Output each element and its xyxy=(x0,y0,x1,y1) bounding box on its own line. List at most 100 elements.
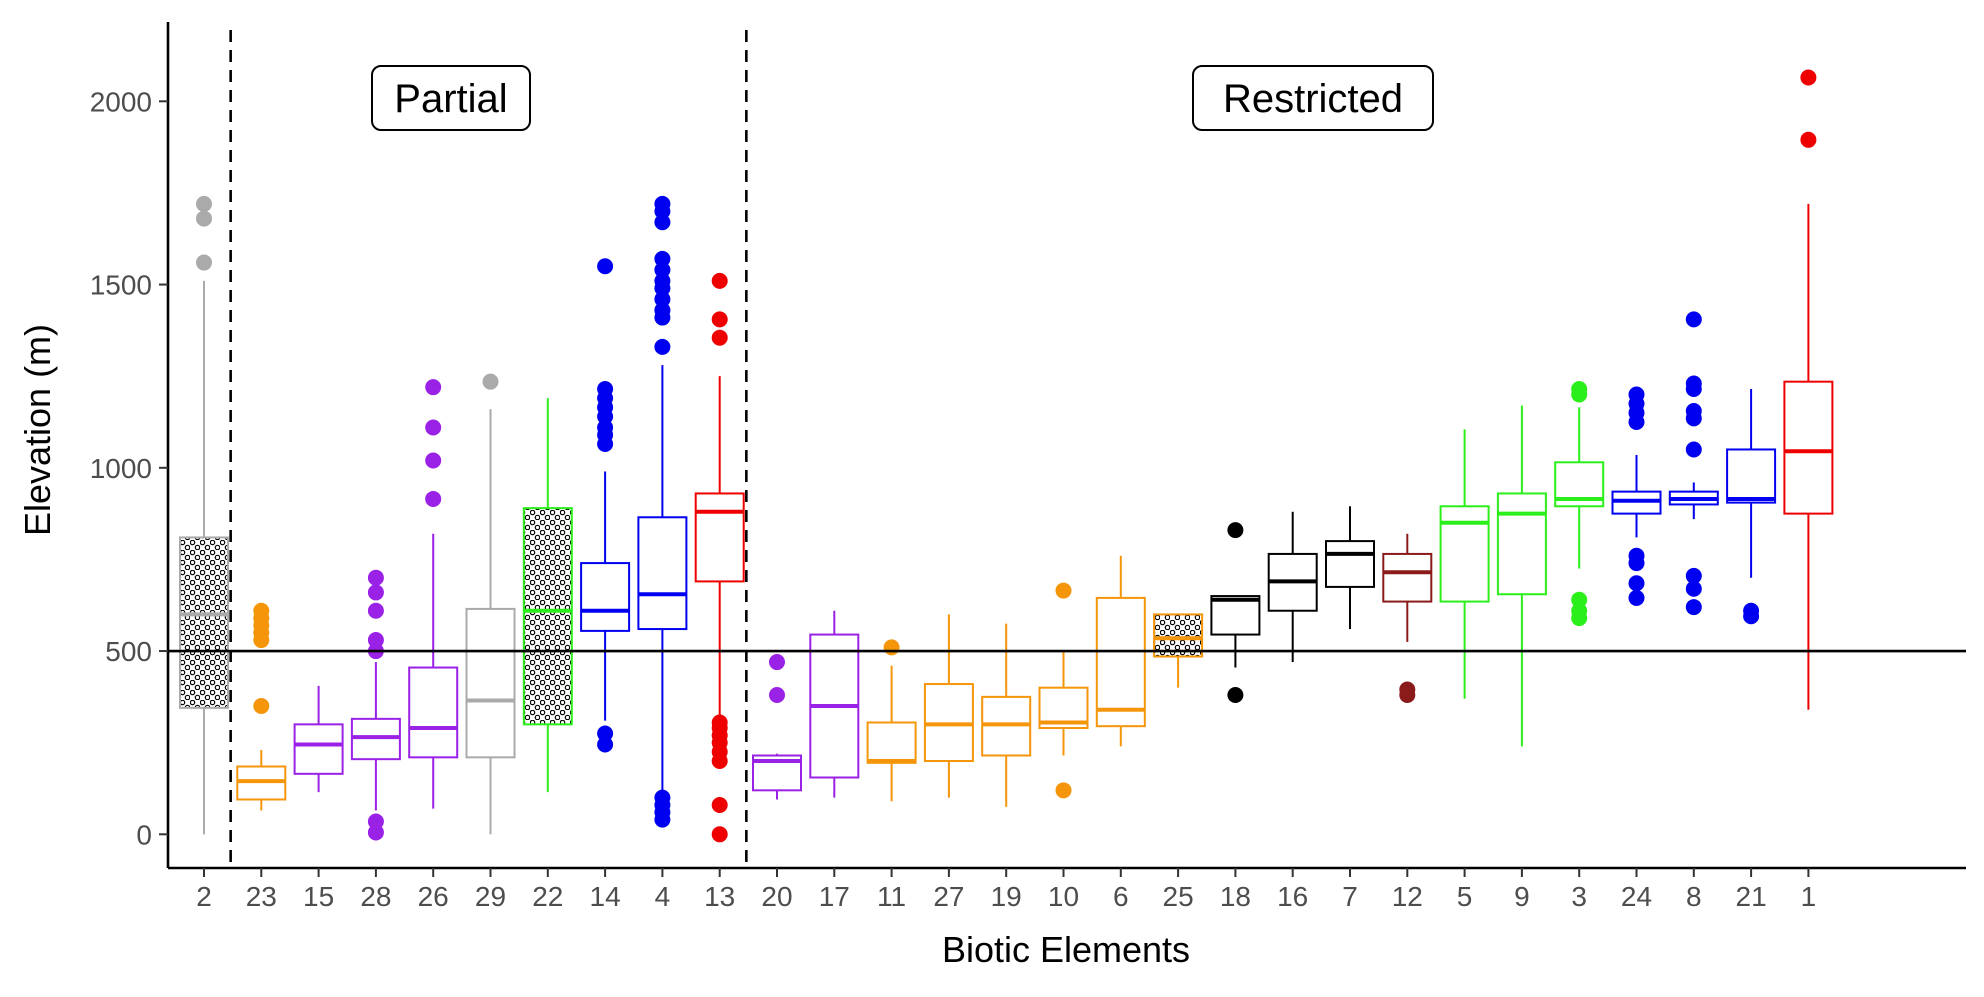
box-5 xyxy=(1439,429,1490,699)
outlier-28-6 xyxy=(367,569,384,586)
reference-layer xyxy=(168,30,1966,868)
x-tick-label-22: 22 xyxy=(532,881,563,912)
x-tick-label-19: 19 xyxy=(991,881,1022,912)
x-tick-label-8: 8 xyxy=(1686,881,1702,912)
x-tick-label-6: 6 xyxy=(1113,881,1129,912)
x-tick-label-24: 24 xyxy=(1621,881,1652,912)
x-tick-label-16: 16 xyxy=(1277,881,1308,912)
box-18 xyxy=(1210,522,1261,704)
outlier-24-3 xyxy=(1628,547,1645,564)
box-body-6 xyxy=(1095,596,1146,728)
box-22 xyxy=(522,398,573,793)
box-7 xyxy=(1325,506,1375,630)
outlier-3-1 xyxy=(1571,602,1588,619)
box-body-15 xyxy=(293,723,344,775)
box-2 xyxy=(179,195,229,835)
x-tick-label-29: 29 xyxy=(475,881,506,912)
x-tick-label-12: 12 xyxy=(1392,881,1423,912)
restricted-region-label-box xyxy=(1192,65,1434,131)
box-16 xyxy=(1267,511,1318,663)
box-21 xyxy=(1726,389,1777,625)
box-1 xyxy=(1783,69,1834,710)
outlier-13-7 xyxy=(711,714,728,731)
box-26 xyxy=(408,379,459,809)
box-13 xyxy=(694,272,745,843)
restricted-region-label: Restricted xyxy=(1223,77,1403,121)
outlier-4-4 xyxy=(654,338,671,355)
x-tick-label-15: 15 xyxy=(303,881,334,912)
outlier-4-3 xyxy=(654,789,671,806)
box-body-22 xyxy=(522,507,573,726)
outlier-3-4 xyxy=(1571,381,1588,398)
outlier-1-0 xyxy=(1800,131,1817,148)
x-tick-label-28: 28 xyxy=(360,881,391,912)
box-4 xyxy=(637,195,688,828)
box-10 xyxy=(1038,582,1089,799)
outlier-24-7 xyxy=(1628,386,1645,403)
outlier-14-4 xyxy=(597,419,614,436)
box-29 xyxy=(465,373,516,835)
outlier-4-10 xyxy=(654,261,671,278)
box-19 xyxy=(981,623,1032,807)
outlier-21-1 xyxy=(1743,602,1760,619)
outlier-4-12 xyxy=(654,214,671,231)
outlier-8-1 xyxy=(1685,580,1702,597)
x-tick-label-1: 1 xyxy=(1801,881,1817,912)
outlier-18-1 xyxy=(1227,522,1244,539)
outlier-24-0 xyxy=(1628,589,1645,606)
outlier-14-8 xyxy=(597,381,614,398)
outlier-2-1 xyxy=(196,210,212,227)
partial-region-label: Partial xyxy=(394,77,507,121)
x-tick-label-7: 7 xyxy=(1342,881,1358,912)
x-tick-label-5: 5 xyxy=(1457,881,1473,912)
box-12 xyxy=(1382,533,1433,704)
outlier-4-14 xyxy=(654,195,671,212)
outlier-26-3 xyxy=(425,379,442,396)
outlier-24-1 xyxy=(1628,575,1645,592)
box-3 xyxy=(1554,381,1605,627)
box-body-13 xyxy=(694,492,745,583)
box-8 xyxy=(1668,311,1719,616)
x-tick-label-14: 14 xyxy=(590,881,621,912)
outlier-28-3 xyxy=(367,632,384,649)
outlier-14-0 xyxy=(597,736,614,753)
box-body-26 xyxy=(408,666,459,759)
box-17 xyxy=(809,610,860,798)
y-tick-label-1000: 1000 xyxy=(90,453,152,484)
x-tick-label-21: 21 xyxy=(1736,881,1767,912)
outlier-12-1 xyxy=(1399,681,1416,698)
outlier-13-10 xyxy=(711,272,728,289)
outlier-10-1 xyxy=(1055,582,1072,599)
outlier-23-0 xyxy=(253,698,270,715)
x-tick-label-20: 20 xyxy=(761,881,792,912)
outlier-2-2 xyxy=(196,195,212,212)
y-tick-label-500: 500 xyxy=(105,636,152,667)
outlier-14-1 xyxy=(597,725,614,742)
box-11 xyxy=(866,639,917,802)
x-tick-label-4: 4 xyxy=(655,881,671,912)
box-28 xyxy=(350,569,401,841)
x-tick-label-27: 27 xyxy=(933,881,964,912)
outlier-26-2 xyxy=(425,419,442,436)
x-tick-label-9: 9 xyxy=(1514,881,1530,912)
box-body-14 xyxy=(580,562,631,632)
x-tick-label-13: 13 xyxy=(704,881,735,912)
outlier-20-1 xyxy=(769,654,785,671)
x-tick-label-11: 11 xyxy=(877,881,906,912)
outlier-10-0 xyxy=(1055,782,1072,799)
outlier-8-7 xyxy=(1685,375,1702,392)
outlier-14-9 xyxy=(597,258,614,275)
outlier-29-0 xyxy=(482,373,499,390)
y-tick-label-2000: 2000 xyxy=(90,86,152,117)
x-tick-label-26: 26 xyxy=(418,881,449,912)
outlier-3-2 xyxy=(1571,591,1588,608)
outlier-28-1 xyxy=(367,813,384,830)
box-body-1 xyxy=(1783,380,1834,515)
x-tick-label-17: 17 xyxy=(819,881,850,912)
outlier-4-11 xyxy=(654,250,671,267)
outlier-4-6 xyxy=(654,302,671,319)
outlier-8-0 xyxy=(1685,599,1702,616)
outlier-28-0 xyxy=(367,824,384,841)
box-body-11 xyxy=(866,721,917,764)
